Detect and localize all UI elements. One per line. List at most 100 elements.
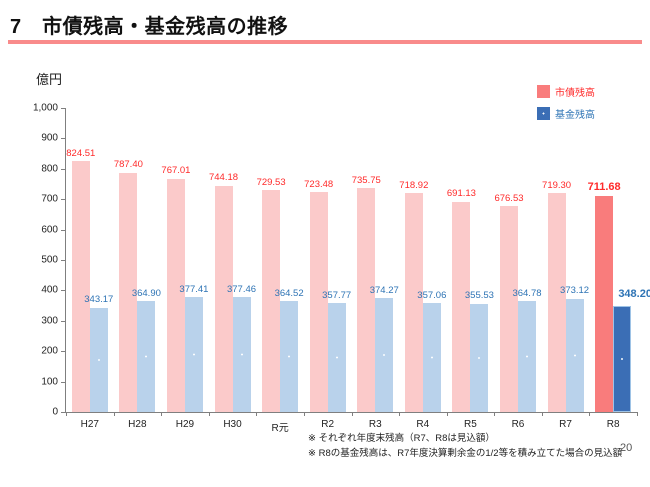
bond-balance-bar: 718.92 — [399, 181, 428, 412]
x-axis-label: R元 — [271, 423, 289, 434]
bond-balance-bar: 744.18 — [209, 173, 238, 412]
bar-group: 735.75 374.27 R3 — [351, 108, 399, 430]
x-axis-label: H29 — [175, 419, 195, 430]
bar-group: 824.51 343.17 H27 — [66, 108, 114, 430]
bar-group: 787.40 364.90 H28 — [114, 108, 162, 430]
chart-plot: 824.51 343.17 H27 787.40 364.90 H28 767.01 377.… — [33, 103, 650, 435]
y-axis-tick-label: 900 — [41, 132, 58, 144]
y-axis-unit-label: 億円 — [36, 72, 63, 87]
fund-balance-bar: 377.46 — [227, 285, 256, 412]
legend-swatch-icon — [537, 85, 550, 98]
y-axis-tick-label: 800 — [41, 163, 58, 175]
bond-balance-bar: 711.68 — [588, 181, 621, 412]
fund-bar-value: 364.90 — [131, 287, 161, 299]
y-axis-tick — [61, 108, 66, 109]
x-axis-label: R5 — [464, 419, 477, 430]
bar-group: 729.53 364.52 R元 — [256, 108, 304, 434]
bar-group: 767.01 377.41 H29 — [161, 108, 209, 430]
fund-bar-value: 343.17 — [84, 294, 114, 306]
x-axis-tick — [113, 412, 115, 416]
x-axis-label: H27 — [80, 419, 99, 430]
bond-balance-bar: 691.13 — [447, 189, 476, 412]
y-axis-tick — [61, 320, 66, 322]
bond-balance-bar: 787.40 — [114, 160, 143, 412]
bond-bar-value: 787.40 — [113, 159, 143, 171]
x-axis-tick — [399, 412, 401, 416]
y-axis-tick-label: 600 — [41, 224, 58, 236]
page-number: 20 — [620, 442, 633, 454]
fund-balance-bar: 357.06 — [417, 291, 446, 412]
x-axis-tick — [637, 412, 638, 416]
bar-group: 718.92 357.06 R4 — [399, 108, 447, 430]
y-axis-tick — [61, 381, 66, 383]
chart-legend: 市債残高基金残高 — [537, 84, 595, 121]
fund-bar-value: 364.78 — [512, 287, 542, 299]
x-axis-label: R8 — [606, 419, 620, 430]
legend-item: 基金残高 — [537, 106, 595, 121]
bond-bar-value: 711.68 — [587, 180, 621, 193]
bond-balance-bar: 767.01 — [161, 166, 190, 412]
y-axis-tick-label: 1,000 — [32, 102, 58, 114]
x-axis-tick — [351, 412, 353, 416]
bond-balance-bar: 824.51 — [66, 149, 95, 412]
x-axis-label: H28 — [128, 419, 147, 430]
fund-bar-value: 355.53 — [464, 290, 494, 302]
fund-bar-value: 377.41 — [179, 283, 209, 295]
y-axis-tick-label: 200 — [41, 345, 58, 357]
fund-bar-value: 373.12 — [560, 285, 590, 297]
x-axis-tick — [589, 412, 591, 416]
y-axis-tick-label: 0 — [52, 406, 58, 418]
fund-balance-bar: 364.90 — [132, 289, 161, 412]
y-axis-tick — [61, 290, 66, 292]
legend-swatch-icon — [537, 107, 550, 120]
bond-balance-bar: 729.53 — [257, 178, 286, 412]
fund-balance-bar: 373.12 — [560, 286, 589, 412]
fund-balance-bar: 364.78 — [512, 289, 542, 412]
fund-balance-bar: 355.53 — [465, 291, 494, 412]
footnote-line: ※ それぞれ年度末残高（R7、R8は見込額） — [308, 433, 495, 444]
fund-balance-bar: 348.20 — [613, 289, 650, 412]
fund-balance-bar: 374.27 — [370, 286, 399, 412]
plot-area: 824.51 343.17 H27 787.40 364.90 H28 767.01 377.… — [66, 108, 650, 434]
bar-group: 691.13 355.53 R5 — [447, 108, 495, 430]
y-axis-tick — [61, 199, 66, 201]
page-title: 7 市債残高・基金残高の推移 — [10, 16, 289, 38]
bond-balance-bar: 735.75 — [352, 176, 381, 412]
fund-balance-bar: 357.77 — [322, 291, 351, 412]
x-axis-tick — [66, 412, 67, 416]
fund-balance-bar: 343.17 — [84, 295, 113, 412]
bond-bar-value: 744.18 — [208, 172, 239, 184]
y-axis-tick — [61, 351, 66, 353]
bond-balance-bar: 719.30 — [542, 181, 571, 412]
bond-bar-value: 729.53 — [256, 176, 286, 188]
x-axis-tick — [494, 412, 496, 416]
y-axis-tick — [61, 138, 66, 140]
bond-bar-value: 718.92 — [399, 179, 429, 191]
y-axis-tick-label: 700 — [41, 193, 58, 205]
fund-bar-value: 364.52 — [274, 287, 304, 299]
y-axis-tick-label: 100 — [41, 376, 58, 388]
x-axis-label: R4 — [416, 419, 430, 430]
fund-bar-value: 357.77 — [322, 289, 352, 301]
bond-bar-value: 691.13 — [446, 188, 476, 200]
bond-bar-value: 723.48 — [304, 178, 334, 190]
x-axis-label: R2 — [321, 419, 335, 430]
x-axis-label: H30 — [223, 419, 242, 430]
bar-group: 676.53 364.78 R6 — [494, 108, 542, 430]
fund-bar-value: 374.27 — [369, 284, 399, 296]
bond-bar-value: 767.01 — [161, 165, 191, 177]
fund-balance-bar: 377.41 — [179, 285, 208, 412]
bar-group: 723.48 357.77 R2 — [304, 108, 352, 430]
fund-bar-value: 357.06 — [417, 289, 447, 301]
bar-group: 744.18 377.46 H30 — [209, 108, 257, 430]
bond-bar-value: 676.53 — [494, 192, 524, 204]
fund-balance-bar: 364.52 — [275, 289, 304, 412]
fund-bar-value: 348.20 — [618, 288, 650, 301]
x-axis-label: R6 — [511, 419, 525, 430]
bar-group: 711.68 348.20 R8 — [588, 108, 650, 430]
footnote-line: ※ R8の基金残高は、R7年度決算剰余金の1/2等を積み立てた場合の見込額 — [308, 448, 623, 459]
legend-label: 市債残高 — [555, 88, 595, 99]
x-axis-tick — [256, 412, 258, 416]
y-axis-tick — [61, 168, 66, 170]
bond-bar-value: 735.75 — [351, 174, 381, 186]
